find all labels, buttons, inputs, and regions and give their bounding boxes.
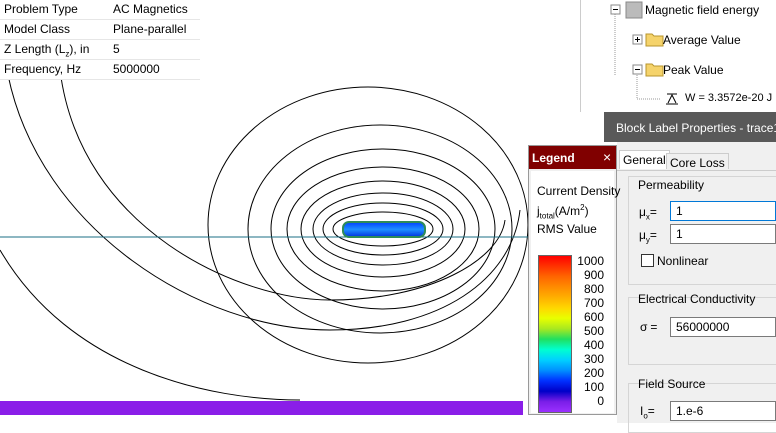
legend-unit-sup: 2 (580, 203, 585, 212)
scale-label: 100 (583, 380, 604, 394)
info-label: Z Length (Lz), in (4, 42, 89, 58)
scale-label: 800 (583, 282, 604, 296)
info-label: Frequency, Hz (4, 62, 81, 76)
info-row: Frequency, Hz 5000000 (0, 60, 200, 80)
symbol: μ (639, 205, 646, 219)
info-label: Problem Type (4, 2, 78, 16)
info-value: 5 (113, 42, 120, 56)
legend-quantity: Current Density (537, 184, 621, 198)
equals: = (647, 404, 655, 418)
info-value: Plane-parallel (113, 22, 187, 36)
legend-window: Legend × Current Density jtotal(A/m2) RMS … (528, 145, 621, 415)
legend-symbol-line: jtotal(A/m2) (537, 203, 589, 220)
scale-label: 1000 (577, 254, 604, 268)
field-plot (0, 69, 528, 415)
checkbox[interactable] (641, 254, 654, 267)
info-value: AC Magnetics (113, 2, 188, 16)
equals: = (650, 320, 658, 334)
legend-close[interactable]: × (603, 149, 612, 165)
legend-titlebar: Legend × (529, 146, 616, 169)
legend-symbol: j (537, 204, 540, 218)
info-row: Problem Type AC Magnetics (0, 0, 200, 20)
tab[interactable]: General (619, 150, 670, 169)
tab-strip-line (617, 170, 776, 171)
text-input[interactable]: 1 (670, 201, 776, 221)
color-scale (538, 255, 572, 413)
tree-item[interactable]: W = 3.3572e-20 J (685, 92, 773, 104)
group-title: Field Source (638, 377, 706, 391)
text-input[interactable]: 56000000 (670, 317, 776, 337)
group-title: Permeability (638, 178, 705, 192)
equals: = (649, 228, 657, 242)
checkbox-label: Nonlinear (657, 254, 709, 268)
info-value: 5000000 (113, 62, 160, 76)
field-symbol: Io= (640, 404, 655, 420)
scale-label: 900 (583, 268, 604, 282)
scale-label: 400 (583, 338, 604, 352)
results-tree: Magnetic field energy Average Value Peak V… (580, 0, 776, 112)
properties-titlebar: Block Label Properties - trace1 (604, 112, 776, 142)
equals: = (649, 205, 657, 219)
scale-label: 700 (583, 296, 604, 310)
info-label-text: Model Class (4, 22, 71, 36)
legend-unit: (A/m (554, 204, 581, 218)
info-label-sub: z (65, 49, 70, 59)
info-label: Model Class (4, 22, 70, 36)
info-label-text: Z Length (L (4, 42, 66, 56)
group-title: Electrical Conductivity (638, 292, 756, 306)
scale-label: 600 (583, 310, 604, 324)
scale-label: 300 (583, 352, 604, 366)
legend-mode: RMS Value (537, 222, 597, 236)
symbol: σ (640, 320, 648, 334)
info-label-end: ), in (69, 42, 90, 56)
info-label-text: Problem Type (4, 2, 78, 16)
scale-label: 500 (583, 324, 604, 338)
problem-info: Problem Type AC Magnetics Model Class Plane… (0, 0, 200, 80)
tab[interactable]: Core Loss (666, 153, 729, 170)
symbol-sub: x (645, 212, 650, 222)
info-row: Z Length (Lz), in 5 (0, 40, 200, 60)
text-input[interactable]: 1.e-6 (670, 401, 776, 421)
scale-label: 0 (597, 394, 604, 408)
tree-item[interactable]: Peak Value (663, 63, 724, 77)
tree-item[interactable]: Average Value (663, 33, 741, 47)
tree-lines (610, 1, 678, 105)
info-label-text: Frequency, Hz (4, 62, 82, 76)
info-row: Model Class Plane-parallel (0, 20, 200, 40)
tree-item[interactable]: Magnetic field energy (645, 3, 760, 17)
properties-title: Block Label Properties - trace1 (616, 121, 776, 135)
legend-unit-end: ) (584, 204, 589, 218)
field-symbol: μx= (639, 205, 657, 221)
scale-label: 200 (583, 366, 604, 380)
symbol-sub: y (645, 235, 650, 245)
legend-symbol-sub: total (539, 211, 555, 221)
text-input[interactable]: 1 (670, 224, 776, 244)
group-box (628, 297, 776, 365)
symbol-sub: o (643, 411, 648, 421)
group-box (628, 176, 776, 285)
properties-panel: General Core Loss (617, 142, 776, 423)
field-symbol: σ = (640, 320, 657, 334)
symbol: I (640, 404, 644, 418)
symbol: μ (639, 228, 646, 242)
legend-title: Legend (532, 151, 575, 165)
field-symbol: μy= (639, 228, 657, 244)
